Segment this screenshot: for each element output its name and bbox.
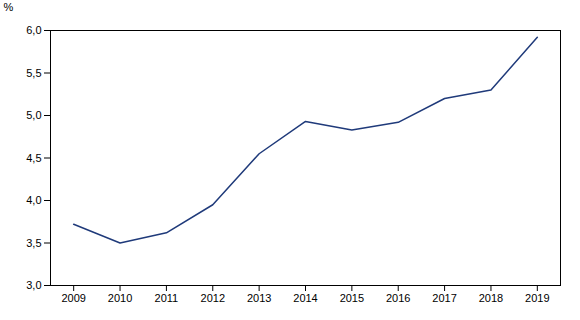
svg-text:4,0: 4,0 xyxy=(26,194,41,206)
svg-text:4,5: 4,5 xyxy=(26,152,41,164)
svg-text:2012: 2012 xyxy=(201,292,225,304)
svg-text:3,0: 3,0 xyxy=(26,279,41,291)
svg-text:3,5: 3,5 xyxy=(26,237,41,249)
svg-text:6,0: 6,0 xyxy=(26,24,41,36)
svg-text:2016: 2016 xyxy=(386,292,410,304)
svg-text:%: % xyxy=(4,1,14,13)
svg-text:2013: 2013 xyxy=(247,292,271,304)
svg-text:2017: 2017 xyxy=(432,292,456,304)
svg-text:2011: 2011 xyxy=(155,292,179,304)
svg-text:2010: 2010 xyxy=(108,292,132,304)
svg-text:2014: 2014 xyxy=(293,292,317,304)
svg-text:2009: 2009 xyxy=(61,292,85,304)
svg-text:2018: 2018 xyxy=(479,292,503,304)
svg-text:2015: 2015 xyxy=(340,292,364,304)
svg-text:2019: 2019 xyxy=(525,292,549,304)
svg-text:5,0: 5,0 xyxy=(26,109,41,121)
svg-text:5,5: 5,5 xyxy=(26,67,41,79)
